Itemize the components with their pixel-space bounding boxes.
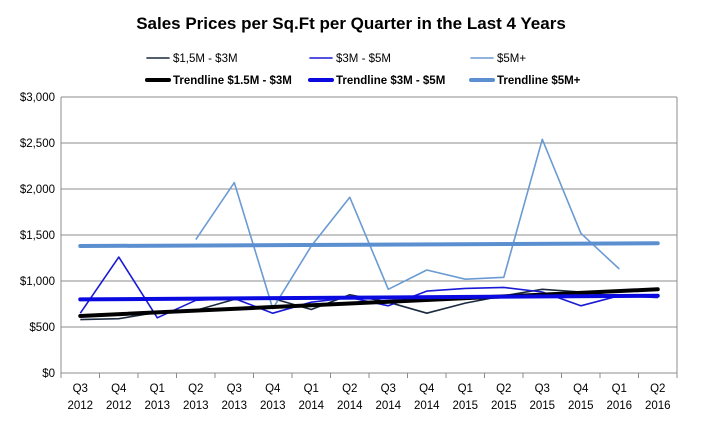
x-tick-label-year: 2014 <box>298 400 324 412</box>
trendline-2 <box>78 293 660 302</box>
y-tick-label: $0 <box>42 368 55 380</box>
x-tick-label-quarter: Q3 <box>227 383 242 395</box>
trendline-3 <box>78 241 660 249</box>
x-tick-label-year: 2015 <box>491 400 517 412</box>
x-tick-label-quarter: Q1 <box>150 383 165 395</box>
x-tick-label-year: 2014 <box>375 400 401 412</box>
x-tick-label-year: 2012 <box>106 400 132 412</box>
x-tick-label-year: 2014 <box>414 400 440 412</box>
y-tick-label: $2,500 <box>20 138 55 150</box>
y-tick-label: $2,000 <box>20 184 55 196</box>
legend-label-3: $5M+ <box>497 53 526 65</box>
x-tick-label-quarter: Q1 <box>304 383 319 395</box>
x-tick-label-quarter: Q4 <box>265 383 281 395</box>
series-line-2 <box>79 256 658 319</box>
y-tick-label: $3,000 <box>20 92 55 104</box>
y-axis: $0 $500 $1,000 $1,500 $2,000 $2,500 $3,000 <box>20 92 678 380</box>
x-tick-label-quarter: Q2 <box>342 383 357 395</box>
chart-title: Sales Prices per Sq.Ft per Quarter in th… <box>136 14 566 33</box>
x-tick-label-year: 2015 <box>568 400 594 412</box>
legend-label-4: Trendline $1.5M - $3M <box>173 75 292 87</box>
x-tick-label-quarter: Q1 <box>458 383 473 395</box>
x-tick-label-quarter: Q3 <box>535 383 550 395</box>
series-line-3 <box>195 138 620 310</box>
legend-label-6: Trendline $5M+ <box>497 75 581 87</box>
x-tick-label-quarter: Q2 <box>496 383 511 395</box>
x-tick-label-quarter: Q1 <box>612 383 627 395</box>
x-tick-label-quarter: Q4 <box>573 383 589 395</box>
x-tick-label-year: 2012 <box>67 400 93 412</box>
x-axis: Q3 2012 Q4 2012 Q1 2013 Q2 2013 Q3 2013 Q4 2013 Q1 20… <box>60 373 678 412</box>
gridlines <box>61 96 677 374</box>
legend-label-5: Trendline $3M - $5M <box>336 75 445 87</box>
x-tick-label-year: 2015 <box>452 400 478 412</box>
y-tick-label: $500 <box>29 322 55 334</box>
x-tick-label-quarter: Q4 <box>111 383 127 395</box>
x-tick-label-year: 2013 <box>260 400 286 412</box>
x-tick-label-quarter: Q2 <box>188 383 203 395</box>
x-tick-label-year: 2016 <box>645 400 671 412</box>
trendline-1 <box>78 287 660 318</box>
x-tick-label-year: 2016 <box>606 400 632 412</box>
x-tick-label-year: 2013 <box>221 400 247 412</box>
x-tick-label-year: 2013 <box>144 400 170 412</box>
y-tick-label: $1,500 <box>20 230 55 242</box>
legend-label-1: $1,5M - $3M <box>173 53 238 65</box>
legend: $1,5M - $3M $3M - $5M $5M+ Trendline $1.5M … <box>145 53 581 87</box>
x-tick-label-quarter: Q4 <box>419 383 435 395</box>
x-tick-label-year: 2014 <box>337 400 363 412</box>
trendline-group <box>78 241 660 318</box>
legend-label-2: $3M - $5M <box>336 53 391 65</box>
x-tick-label-year: 2013 <box>183 400 209 412</box>
x-tick-label-quarter: Q2 <box>650 383 665 395</box>
x-tick-label-quarter: Q3 <box>381 383 396 395</box>
x-tick-label-quarter: Q3 <box>73 383 88 395</box>
y-tick-label: $1,000 <box>20 276 55 288</box>
x-tick-label-year: 2015 <box>529 400 555 412</box>
